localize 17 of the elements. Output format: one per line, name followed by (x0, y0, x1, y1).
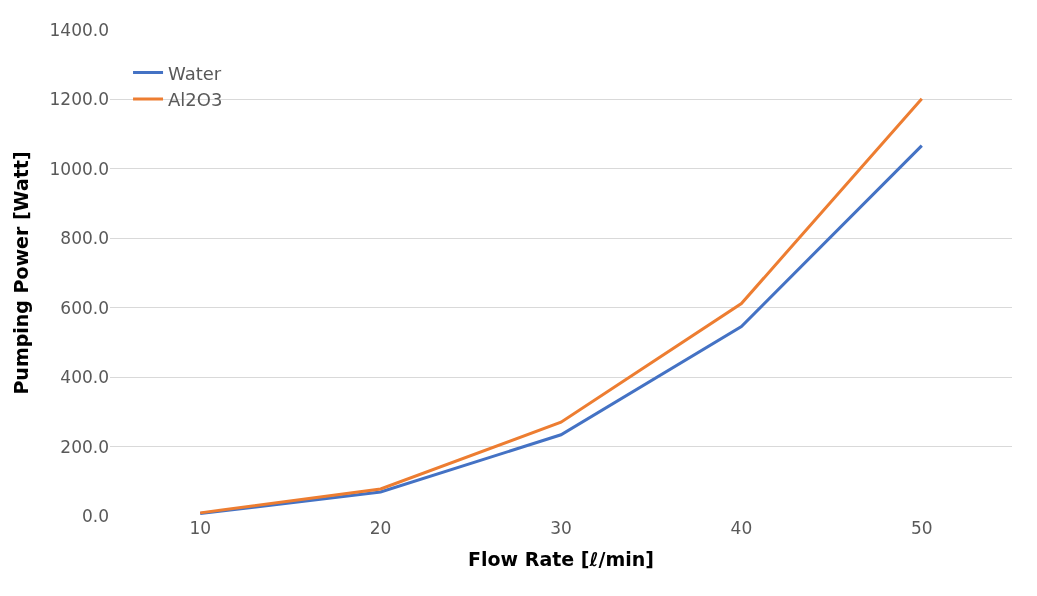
y-tick-label: 1200.0 (49, 89, 109, 110)
y-tick-label: 400.0 (60, 367, 109, 388)
x-axis-title: Flow Rate [ℓ/min] (468, 547, 654, 570)
x-tick-label: 50 (910, 518, 933, 538)
y-tick-label: 600.0 (60, 297, 109, 318)
x-tick-label: 10 (189, 518, 212, 538)
legend-label: Al2O3 (168, 88, 223, 110)
x-tick-label: 20 (369, 518, 392, 538)
y-tick-label: 1400.0 (49, 19, 109, 40)
y-axis-title: Pumping Power [Watt] (10, 151, 33, 395)
y-tick-label: 200.0 (60, 436, 109, 457)
x-tick-label: 30 (550, 518, 572, 538)
y-tick-label: 1000.0 (49, 158, 109, 179)
y-tick-label: 0.0 (81, 505, 109, 526)
y-tick-label: 800.0 (60, 228, 109, 249)
x-tick-label: 40 (730, 518, 753, 538)
legend-label: Water (168, 62, 222, 84)
